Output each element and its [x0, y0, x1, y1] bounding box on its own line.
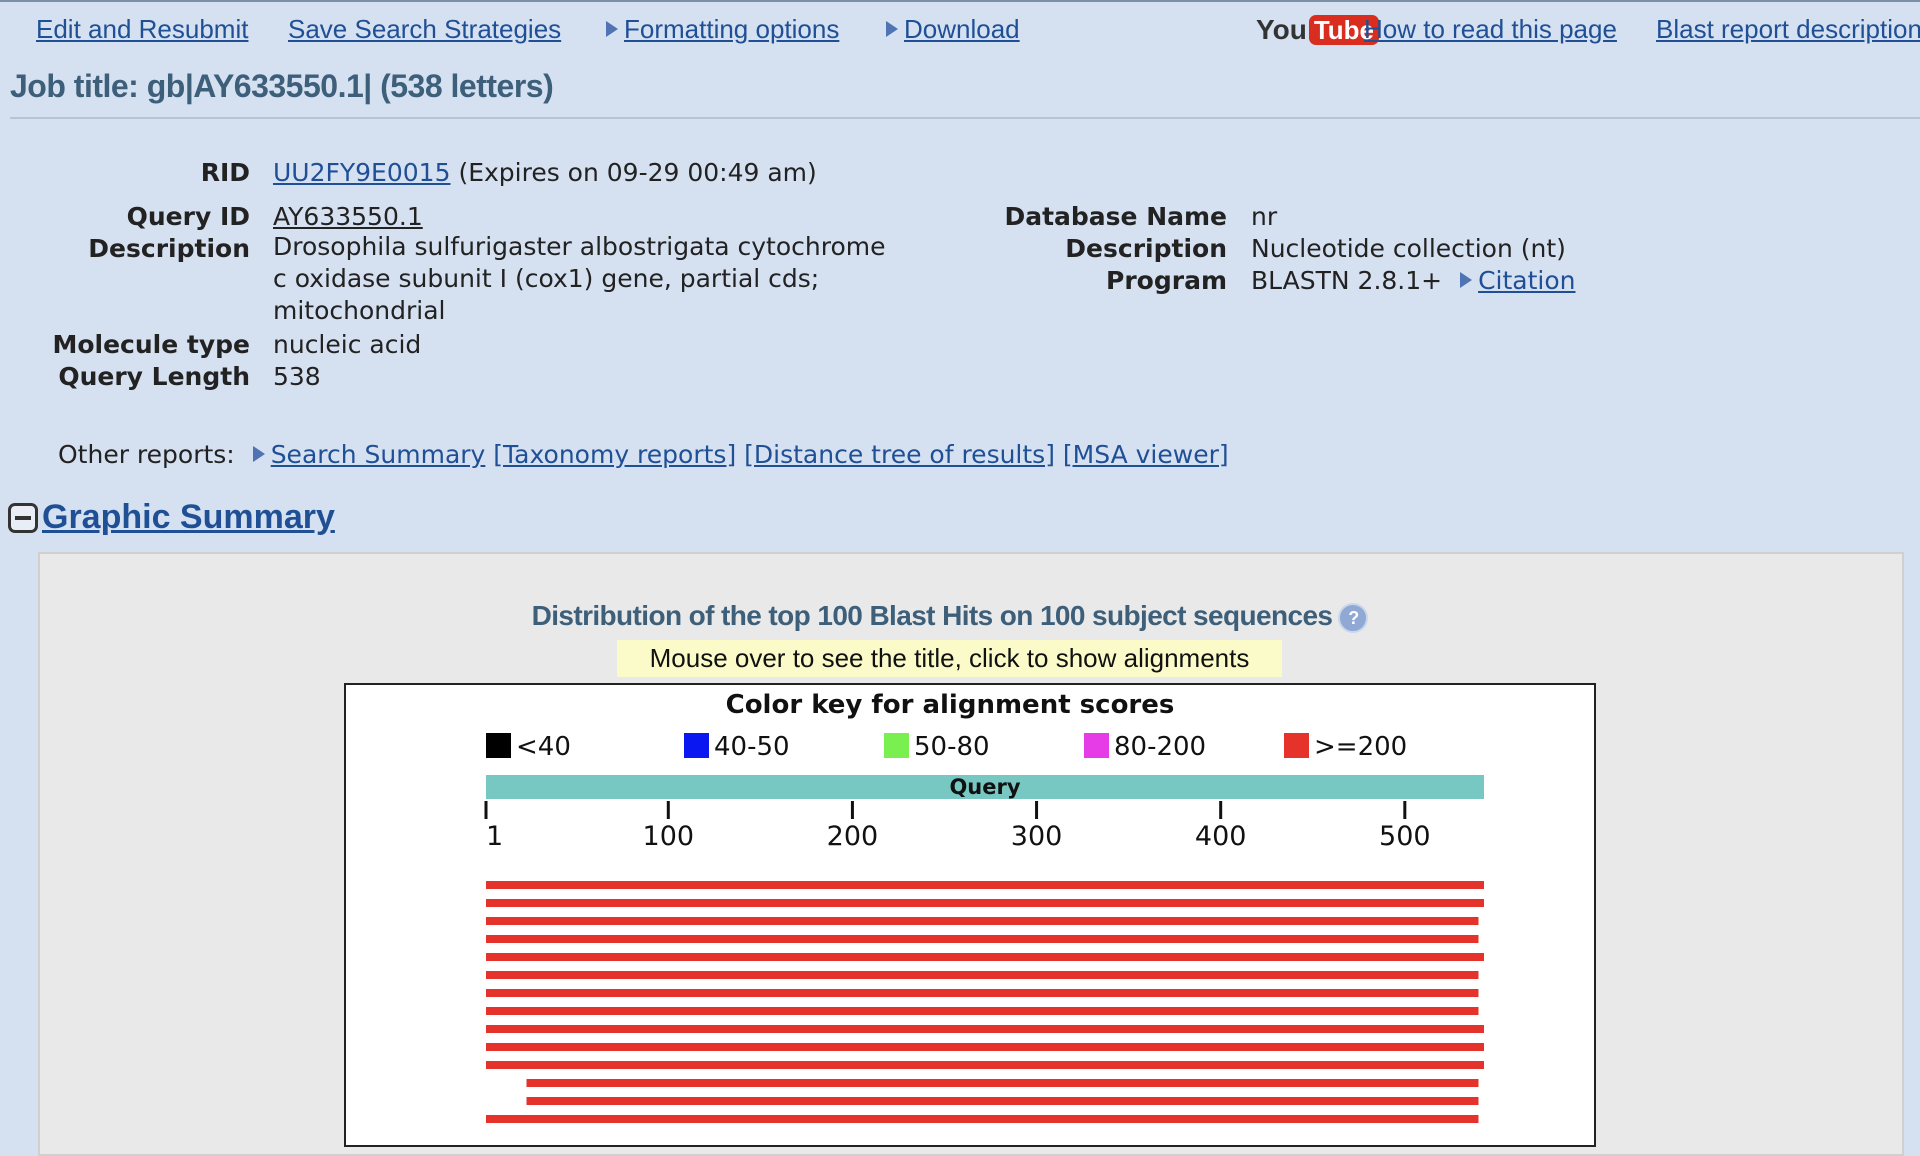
query-length-label: Query Length: [58, 362, 250, 391]
hit-bar[interactable]: [486, 1061, 1484, 1069]
hit-bar[interactable]: [486, 917, 1479, 925]
mouseover-hint: Mouse over to see the title, click to sh…: [617, 640, 1282, 677]
expand-triangle-icon: [606, 21, 618, 37]
hit-bar[interactable]: [486, 1043, 1484, 1051]
hit-bar[interactable]: [486, 881, 1484, 889]
database-name-value: nr: [1251, 202, 1278, 231]
search-summary-toggle[interactable]: Search Summary: [252, 440, 486, 469]
download-link[interactable]: Download: [904, 14, 1020, 44]
molecule-type-label: Molecule type: [52, 330, 250, 359]
legend-swatch: [486, 733, 511, 758]
query-length-value: 538: [273, 362, 321, 391]
molecule-type-value: nucleic acid: [273, 330, 422, 359]
axis-tick-label: 1: [486, 821, 503, 852]
edit-resubmit-link[interactable]: Edit and Resubmit: [36, 14, 249, 44]
legend-label: 50-80: [914, 732, 990, 762]
divider: [10, 117, 1920, 119]
query-id-link[interactable]: AY633550.1: [273, 202, 423, 231]
how-to-read-link[interactable]: How to read this page: [1364, 14, 1617, 44]
hit-bar[interactable]: [526, 1079, 1479, 1087]
other-reports: Other reports: Search Summary [Taxonomy …: [58, 440, 1229, 469]
graphic-summary-header: Graphic Summary: [8, 498, 335, 537]
legend-label: 40-50: [714, 732, 790, 762]
collapse-icon[interactable]: [8, 502, 38, 533]
graphic-summary-link[interactable]: Graphic Summary: [42, 498, 335, 536]
hit-bar[interactable]: [486, 989, 1479, 997]
legend-swatch: [684, 733, 709, 758]
top-border: [0, 0, 1920, 8]
rid-link[interactable]: UU2FY9E0015: [273, 158, 451, 187]
query-description-label: Description: [88, 234, 250, 263]
legend-swatch: [884, 733, 909, 758]
citation-link[interactable]: Citation: [1478, 266, 1576, 295]
youtube-logo-icon[interactable]: You Tube: [1256, 14, 1379, 46]
rid-expires: (Expires on 09-29 00:49 am): [458, 158, 817, 187]
formatting-options-link[interactable]: Formatting options: [624, 14, 840, 44]
axis-tick-label: 400: [1195, 821, 1247, 852]
program-row: BLASTN 2.8.1+ Citation: [1251, 266, 1575, 295]
distance-tree-link[interactable]: [Distance tree of results]: [744, 440, 1055, 469]
hit-bar[interactable]: [486, 1007, 1479, 1015]
axis-tick-label: 300: [1011, 821, 1063, 852]
legend-swatch: [1284, 733, 1309, 758]
expand-triangle-icon: [1460, 272, 1473, 288]
database-description-value: Nucleotide collection (nt): [1251, 234, 1566, 263]
alignment-graphic: Color key for alignment scores <40 40-50 50…: [344, 683, 1596, 1147]
hit-bar[interactable]: [486, 971, 1479, 979]
rid-row: UU2FY9E0015 (Expires on 09-29 00:49 am): [273, 158, 817, 187]
query-bar: [486, 775, 1484, 799]
youtube-you-text: You: [1256, 14, 1307, 45]
hit-bar[interactable]: [486, 899, 1484, 907]
legend-label: <40: [516, 732, 571, 762]
hit-bar[interactable]: [526, 1097, 1479, 1105]
color-key-title: Color key for alignment scores: [726, 690, 1175, 720]
job-title: Job title: gb|AY633550.1| (538 letters): [10, 68, 554, 104]
database-name-label: Database Name: [1004, 202, 1227, 231]
query-id-label: Query ID: [126, 202, 250, 231]
blast-report-description-link[interactable]: Blast report description: [1656, 14, 1920, 44]
program-label: Program: [1106, 266, 1227, 295]
hit-bar[interactable]: [486, 1025, 1484, 1033]
hit-bar[interactable]: [486, 935, 1479, 943]
expand-triangle-icon: [252, 446, 265, 462]
help-icon[interactable]: ?: [1338, 602, 1369, 633]
save-search-strategies-link[interactable]: Save Search Strategies: [288, 14, 562, 44]
database-description-label: Description: [1065, 234, 1227, 263]
formatting-options-toggle[interactable]: Formatting options: [606, 14, 839, 45]
axis-tick-label: 100: [643, 821, 695, 852]
expand-triangle-icon: [886, 21, 898, 37]
msa-viewer-link[interactable]: [MSA viewer]: [1062, 440, 1229, 469]
rid-label: RID: [200, 158, 250, 187]
legend-swatch: [1084, 733, 1109, 758]
other-reports-label: Other reports:: [58, 440, 235, 469]
axis-tick-label: 200: [827, 821, 879, 852]
program-value: BLASTN 2.8.1+: [1251, 266, 1443, 295]
query-description-value: Drosophila sulfurigaster albostrigata cy…: [273, 232, 886, 325]
legend-label: 80-200: [1114, 732, 1206, 762]
legend-label: >=200: [1314, 732, 1407, 762]
youtube-tube-text: Tube: [1308, 15, 1379, 45]
query-label: Query: [949, 775, 1020, 799]
axis-tick-label: 500: [1379, 821, 1431, 852]
distribution-title-row: Distribution of the top 100 Blast Hits o…: [0, 600, 1900, 633]
top-toolbar: Edit and Resubmit Save Search Strategies…: [36, 14, 1920, 50]
hit-bar[interactable]: [486, 953, 1484, 961]
search-summary-link[interactable]: Search Summary: [270, 440, 486, 469]
alignment-chart-svg: Color key for alignment scores <40 40-50 50…: [484, 690, 1484, 1123]
citation-toggle[interactable]: Citation: [1460, 266, 1575, 295]
hit-bar[interactable]: [486, 1115, 1479, 1123]
taxonomy-reports-link[interactable]: [Taxonomy reports]: [493, 440, 737, 469]
download-toggle[interactable]: Download: [886, 14, 1020, 45]
distribution-title: Distribution of the top 100 Blast Hits o…: [531, 600, 1333, 631]
